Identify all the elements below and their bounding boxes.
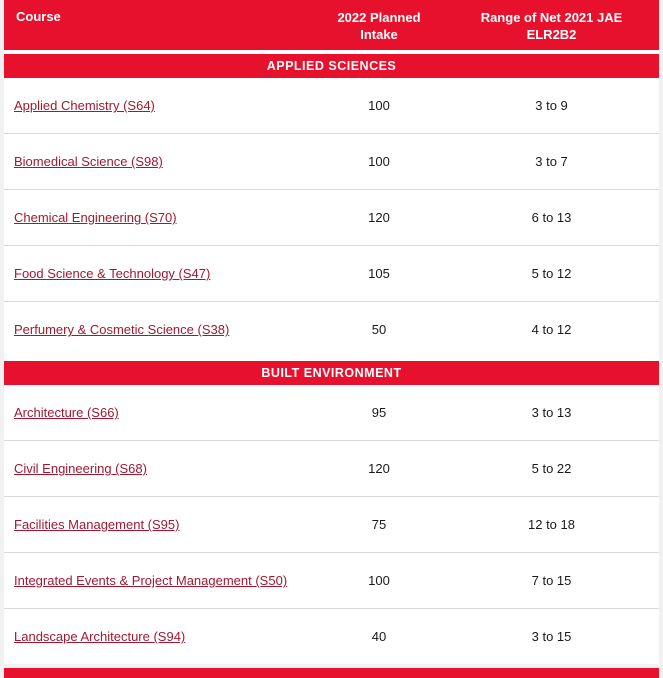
table-row: Applied Chemistry (S64) 100 3 to 9 [4, 78, 659, 134]
course-cell: Facilities Management (S95) [4, 517, 314, 532]
section-rows: Architecture (S66) 95 3 to 13 Civil Enginee… [4, 385, 659, 665]
course-cell: Chemical Engineering (S70) [4, 210, 314, 225]
course-cell: Integrated Events & Project Management (… [4, 573, 314, 588]
course-cell: Perfumery & Cosmetic Science (S38) [4, 322, 314, 337]
intake-value: 95 [371, 405, 387, 421]
course-cell: Landscape Architecture (S94) [4, 629, 314, 644]
intake-value: 100 [368, 573, 390, 589]
range-value: 4 to 12 [531, 322, 572, 338]
range-value: 3 to 7 [535, 154, 568, 170]
intake-value: 40 [371, 629, 387, 645]
course-intake-table: Course 2022 Planned Intake Range of Net … [4, 0, 659, 665]
range-value: 3 to 9 [535, 98, 568, 114]
course-link[interactable]: Integrated Events & Project Management (… [14, 573, 288, 589]
table-row: Chemical Engineering (S70) 120 6 to 13 [4, 189, 659, 246]
intake-value: 120 [368, 210, 390, 226]
intake-value: 100 [368, 98, 390, 114]
course-cell: Civil Engineering (S68) [4, 461, 314, 476]
range-value: 7 to 15 [531, 573, 572, 589]
course-link[interactable]: Architecture (S66) [14, 405, 119, 421]
range-value: 5 to 22 [531, 461, 572, 477]
range-value: 3 to 13 [531, 405, 572, 421]
section-header: BUILT ENVIRONMENT [4, 361, 659, 386]
course-link[interactable]: Food Science & Technology (S47) [14, 266, 211, 282]
course-cell: Food Science & Technology (S47) [4, 266, 314, 281]
table-row: Architecture (S66) 95 3 to 13 [4, 385, 659, 441]
course-link[interactable]: Perfumery & Cosmetic Science (S38) [14, 322, 230, 338]
column-header-range: Range of Net 2021 JAE ELR2B2 [480, 10, 623, 43]
range-value: 3 to 15 [531, 629, 572, 645]
next-section-band [4, 668, 659, 678]
column-header-course: Course [16, 9, 61, 24]
table-row: Biomedical Science (S98) 100 3 to 7 [4, 133, 659, 190]
table-header-row: Course 2022 Planned Intake Range of Net … [4, 0, 659, 51]
section-rows: Applied Chemistry (S64) 100 3 to 9 Biomedic… [4, 78, 659, 358]
course-cell: Applied Chemistry (S64) [4, 98, 314, 113]
course-link[interactable]: Landscape Architecture (S94) [14, 629, 186, 645]
table-row: Landscape Architecture (S94) 40 3 to 15 [4, 608, 659, 665]
intake-value: 100 [368, 154, 390, 170]
section-header: APPLIED SCIENCES [4, 54, 659, 79]
course-link[interactable]: Facilities Management (S95) [14, 517, 180, 533]
course-link[interactable]: Chemical Engineering (S70) [14, 210, 177, 226]
range-value: 5 to 12 [531, 266, 572, 282]
table-body: APPLIED SCIENCES Applied Chemistry (S64) 1… [4, 54, 659, 665]
table-row: Civil Engineering (S68) 120 5 to 22 [4, 440, 659, 497]
column-header-intake: 2022 Planned Intake [337, 10, 421, 43]
intake-value: 75 [371, 517, 387, 533]
course-link[interactable]: Applied Chemistry (S64) [14, 98, 155, 114]
course-cell: Biomedical Science (S98) [4, 154, 314, 169]
intake-value: 105 [368, 266, 390, 282]
table-row: Perfumery & Cosmetic Science (S38) 50 4 to… [4, 301, 659, 358]
intake-value: 50 [371, 322, 387, 338]
table-row: Food Science & Technology (S47) 105 5 to 1… [4, 245, 659, 302]
table-row: Facilities Management (S95) 75 12 to 18 [4, 496, 659, 553]
intake-value: 120 [368, 461, 390, 477]
course-cell: Architecture (S66) [4, 405, 314, 420]
course-link[interactable]: Civil Engineering (S68) [14, 461, 147, 477]
table-row: Integrated Events & Project Management (… [4, 552, 659, 609]
range-value: 6 to 13 [531, 210, 572, 226]
range-value: 12 to 18 [528, 517, 575, 533]
course-link[interactable]: Biomedical Science (S98) [14, 154, 163, 170]
